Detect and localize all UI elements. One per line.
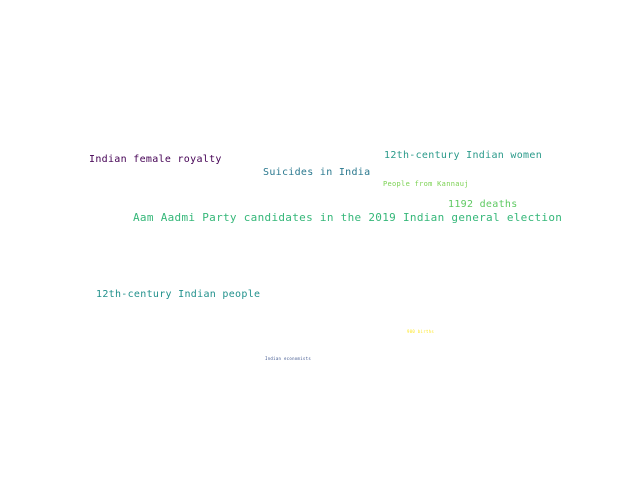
word-indian-female-royalty: Indian female royalty: [89, 154, 222, 165]
word-12th-century-indian-women: 12th-century Indian women: [384, 150, 543, 161]
word-1192-deaths: 1192 deaths: [448, 199, 518, 210]
word-900-births: 900 births: [407, 329, 435, 334]
word-12th-century-indian-people: 12th-century Indian people: [96, 289, 261, 300]
word-aam-aadmi-party-candidates: Aam Aadmi Party candidates in the 2019 I…: [133, 211, 563, 224]
word-people-from-kannauj: People from Kannauj: [383, 180, 469, 188]
word-suicides-in-india: Suicides in India: [263, 167, 371, 178]
word-indian-economists: Indian economists: [265, 356, 312, 361]
